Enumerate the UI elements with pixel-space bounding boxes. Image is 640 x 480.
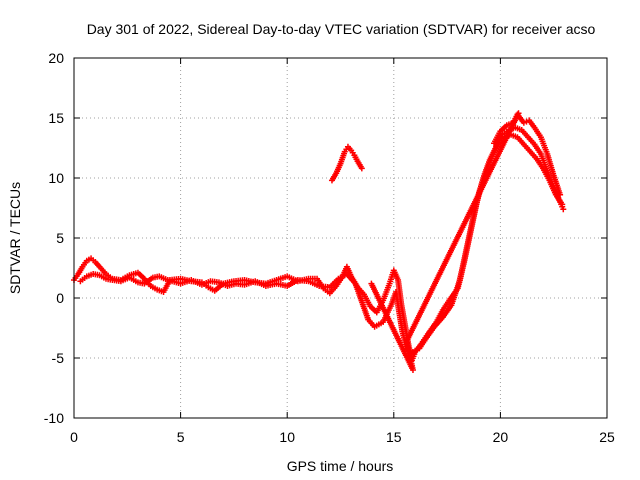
y-axis-label: SDTVAR / TECUs <box>7 182 23 294</box>
data-point <box>358 165 365 172</box>
data-series <box>71 110 567 373</box>
y-tick-label: 20 <box>48 50 64 66</box>
series-isolated <box>368 110 522 373</box>
x-tick-label: 20 <box>493 429 509 445</box>
x-tick-label: 10 <box>279 429 295 445</box>
data-point <box>560 206 567 213</box>
y-tick-label: -10 <box>44 410 64 426</box>
y-tick-label: 0 <box>56 290 64 306</box>
x-tick-label: 15 <box>386 429 402 445</box>
y-tick-label: 10 <box>48 170 64 186</box>
y-tick-label: 5 <box>56 230 64 246</box>
data-point <box>515 110 522 117</box>
x-tick-label: 0 <box>70 429 78 445</box>
x-tick-label: 25 <box>599 429 615 445</box>
x-axis-label: GPS time / hours <box>287 458 394 474</box>
x-tick-label: 5 <box>177 429 185 445</box>
grid-lines <box>74 58 607 418</box>
axis-ticks: 0 5 10 15 20 25 -10 -5 0 5 10 15 20 <box>44 50 615 445</box>
y-tick-label: 15 <box>48 110 64 126</box>
data-point <box>557 191 564 198</box>
series-lower <box>77 131 566 357</box>
y-tick-label: -5 <box>52 350 65 366</box>
chart-title: Day 301 of 2022, Sidereal Day-to-day VTE… <box>87 21 596 37</box>
series-arc <box>328 143 365 184</box>
data-point <box>559 201 566 208</box>
